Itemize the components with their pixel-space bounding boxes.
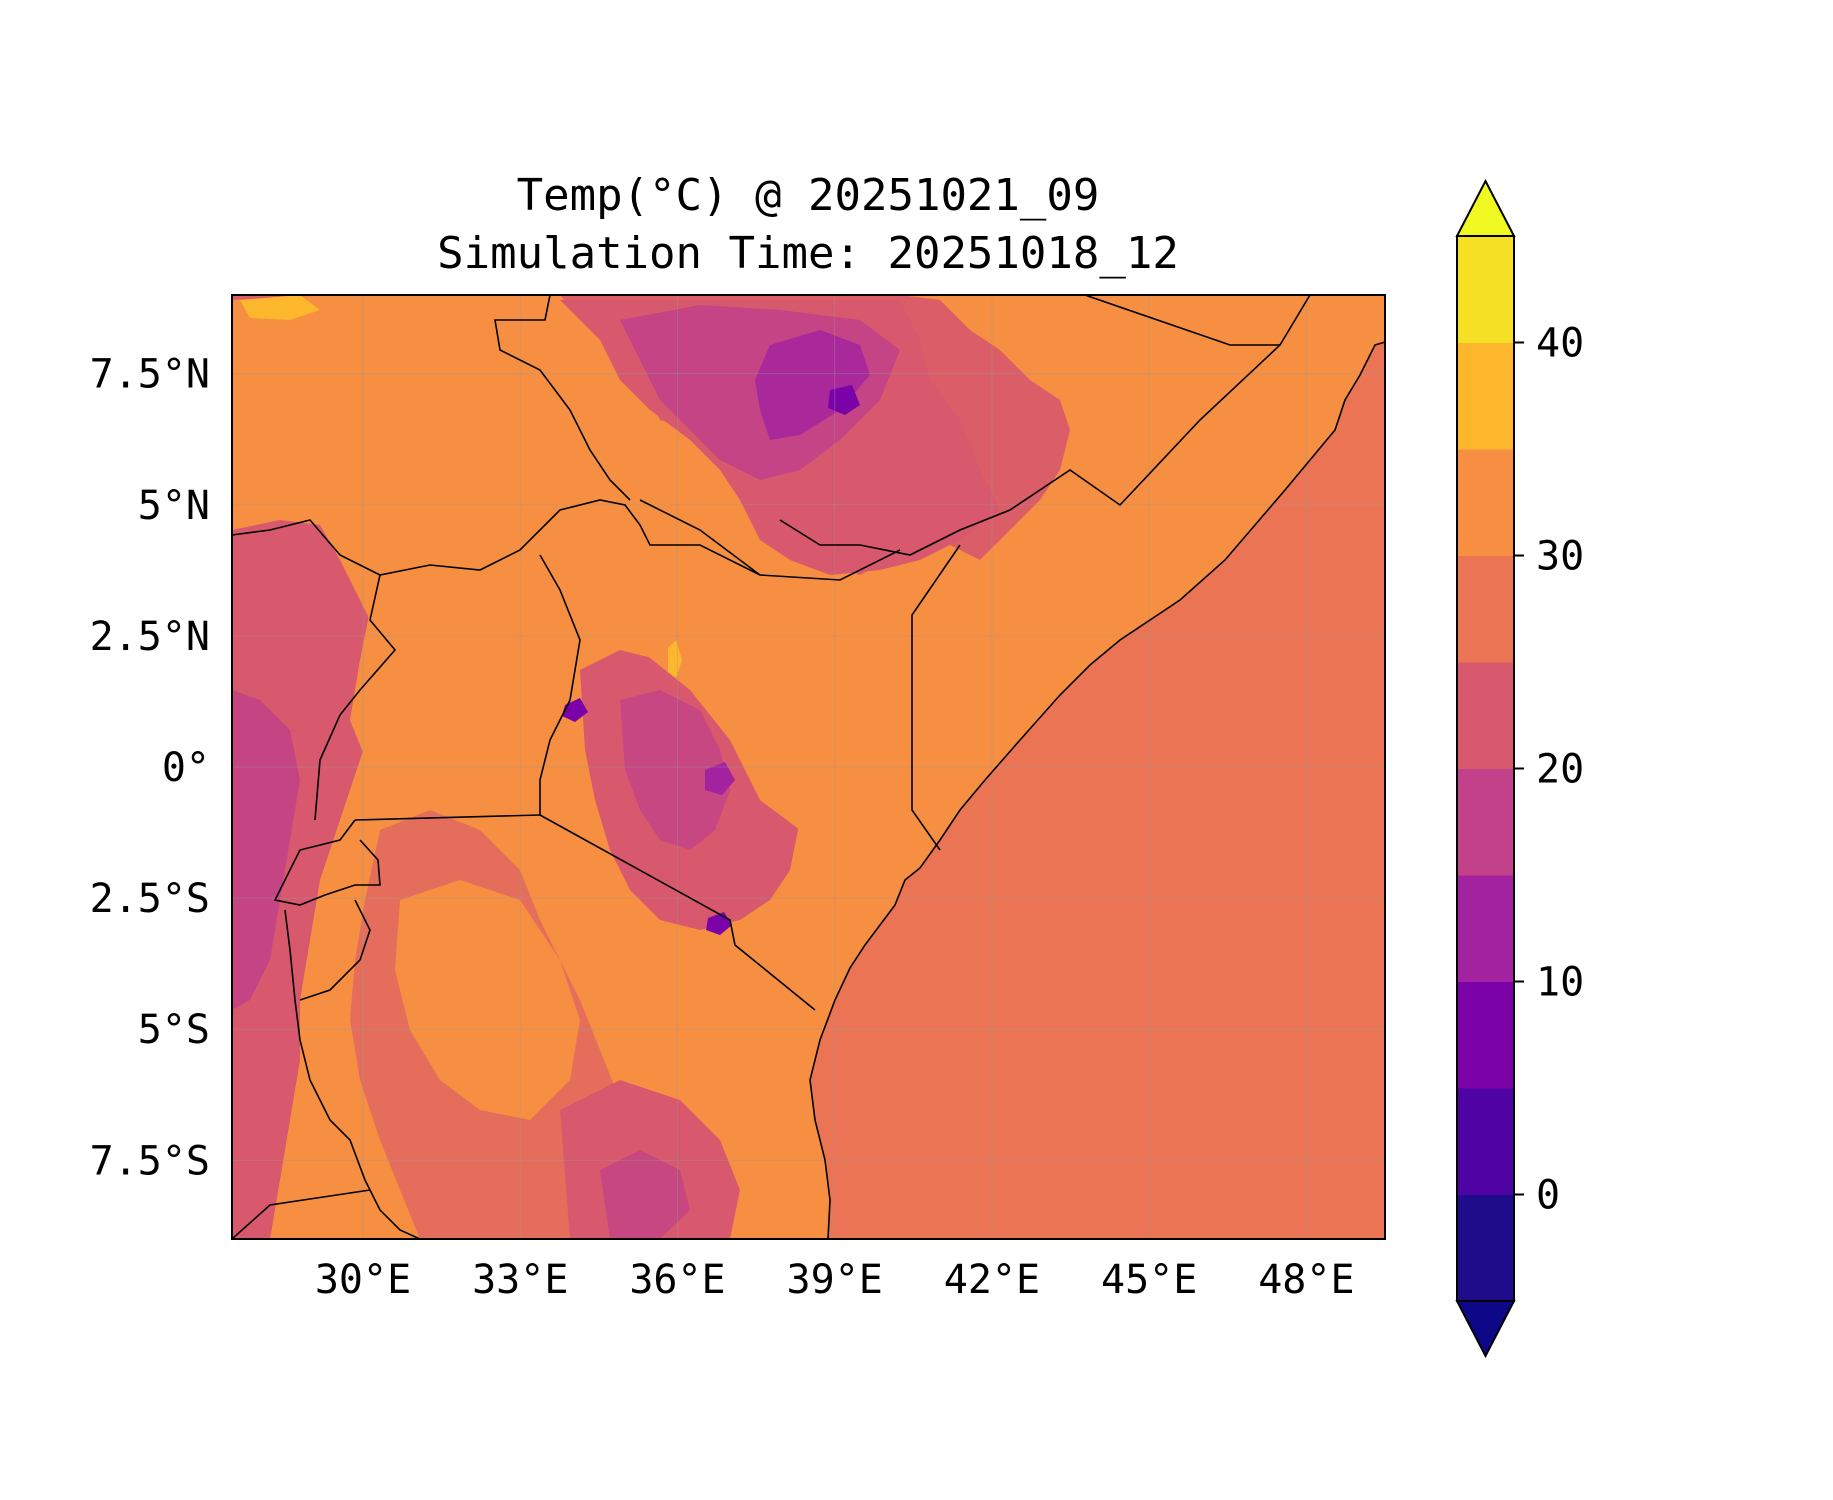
y-tick-label: 5°S [138,1007,210,1053]
border-sudan-ethiopia [494,295,631,501]
border-uganda-tanzania [354,814,541,821]
country-borders [232,295,1385,1239]
colorbar-tick-label: 10 [1536,960,1584,1006]
colorbar: 0 10 20 30 40 [1455,178,1584,1359]
colorbar-segment [1457,1088,1514,1195]
highland-west [232,520,380,1239]
mountain-southern [600,1150,690,1239]
border-ethiopia-somalia [779,295,1311,556]
gridlines [232,295,1385,1239]
map-subtitle: Simulation Time: 20251018_12 [437,228,1179,279]
colorbar-segment [1457,981,1514,1089]
colorbar-extend-min [1455,1300,1516,1359]
y-tick-label: 2.5°N [90,614,210,660]
colorbar-segment [1457,875,1514,982]
border-somaliland [1084,295,1280,346]
border-kenya-tanzania [539,814,816,1011]
y-tick-label: 7.5°S [90,1138,210,1184]
border-rwanda-burundi [273,819,381,906]
border-kenya-somalia [911,544,961,851]
colorbar-tick-label: 40 [1536,321,1584,367]
x-axis: 30°E 33°E 36°E 39°E 42°E 45°E 48°E [315,1257,1355,1303]
colorbar-segment [1457,449,1514,556]
x-tick-label: 48°E [1258,1257,1354,1303]
mountain-kenya [620,690,730,850]
y-tick-label: 2.5°S [90,876,210,922]
colorbar-extend-max [1455,178,1516,237]
x-tick-label: 36°E [629,1257,725,1303]
mountain-west [232,690,300,1010]
hot-spot [668,640,682,678]
warm-tanzania [395,880,580,1120]
border-uganda-kenya [539,554,581,815]
y-tick-label: 0° [162,745,210,791]
x-tick-label: 33°E [472,1257,568,1303]
colorbar-segment [1457,555,1514,663]
peak-kenya [705,762,735,795]
y-tick-label: 7.5°N [90,352,210,398]
x-tick-label: 30°E [315,1257,411,1303]
border-uganda-drc [314,574,397,821]
border-south-sudan [232,499,761,576]
colorbar-segment [1457,342,1514,450]
coastline [809,341,1385,1239]
x-tick-label: 45°E [1101,1257,1197,1303]
peak-ethiopia [755,330,870,440]
hot-sudan [240,295,320,320]
colorbar-tick-label: 30 [1536,534,1584,580]
x-tick-label: 42°E [944,1257,1040,1303]
warm-kenya-north [560,510,900,830]
map-area [232,295,1385,1239]
border-lake-tanganyika [284,909,421,1239]
summit-ethiopia [828,385,860,415]
x-tick-label: 39°E [787,1257,883,1303]
y-tick-label: 5°N [138,483,210,529]
border-burundi-tanzania [299,899,371,1001]
y-axis: 7.5°N 5°N 2.5°N 0° 2.5°S 5°S 7.5°S [90,352,210,1185]
colorbar-segment [1457,1194,1514,1302]
colorbar-segment [1457,768,1514,876]
map-title: Temp(°C) @ 20251021_09 [517,170,1100,221]
colorbar-segment [1457,662,1514,769]
colorbar-segment [1457,236,1514,343]
map-frame [231,294,1386,1240]
colorbar-tick-label: 20 [1536,747,1584,793]
colorbar-tick-label: 0 [1536,1173,1560,1219]
border-zambia [232,1189,371,1239]
warm-uganda [350,560,580,800]
